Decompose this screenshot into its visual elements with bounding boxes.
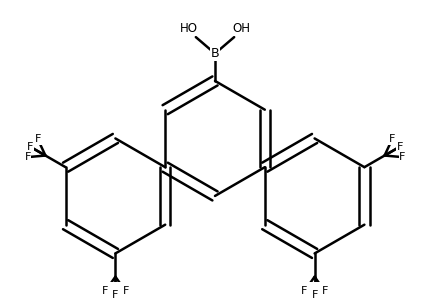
Text: OH: OH bbox=[232, 22, 250, 35]
Text: F: F bbox=[27, 142, 33, 152]
Text: F: F bbox=[389, 134, 395, 145]
Text: F: F bbox=[102, 286, 108, 296]
Text: F: F bbox=[397, 142, 403, 152]
Text: F: F bbox=[322, 286, 328, 296]
Text: F: F bbox=[399, 152, 405, 162]
Text: HO: HO bbox=[180, 22, 198, 35]
Text: F: F bbox=[112, 290, 119, 298]
Text: F: F bbox=[301, 286, 307, 296]
Text: F: F bbox=[35, 134, 41, 145]
Text: F: F bbox=[123, 286, 129, 296]
Text: F: F bbox=[311, 290, 318, 298]
Text: F: F bbox=[25, 152, 31, 162]
Text: B: B bbox=[211, 47, 219, 60]
